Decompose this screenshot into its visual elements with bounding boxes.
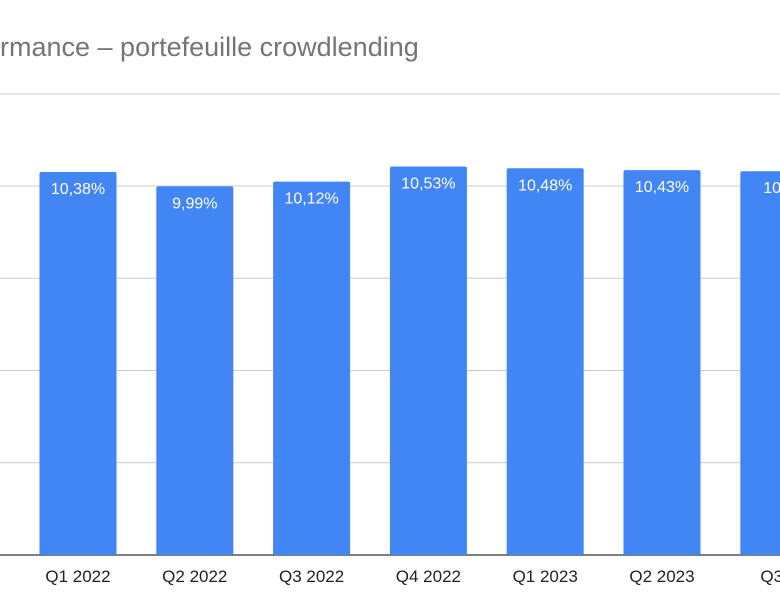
data-label: 10,38% — [51, 181, 105, 198]
x-tick-label: Q2 2023 — [629, 567, 694, 586]
x-tick-label: Q1 2022 — [45, 567, 110, 586]
data-label: 10,48% — [518, 177, 572, 194]
chart-title: rmance – portefeuille crowdlending — [0, 32, 419, 62]
x-tick-label: Q1 2023 — [513, 567, 578, 586]
data-label: 10,12% — [284, 191, 338, 208]
bar — [623, 170, 701, 555]
bar — [156, 186, 234, 555]
x-tick-label: Q3 2022 — [279, 567, 344, 586]
bar — [506, 168, 584, 555]
data-label: 10,4 — [763, 180, 780, 197]
x-tick-label: Q3 2 — [760, 567, 780, 586]
x-tick-label: Q4 2022 — [396, 567, 461, 586]
bar — [389, 166, 467, 555]
bar — [39, 171, 117, 555]
bar — [740, 171, 780, 555]
data-label: 9,99% — [172, 195, 217, 212]
data-label: 10,53% — [401, 175, 455, 192]
data-label: 10,43% — [635, 179, 689, 196]
bar — [273, 181, 351, 555]
x-tick-label: Q2 2022 — [162, 567, 227, 586]
